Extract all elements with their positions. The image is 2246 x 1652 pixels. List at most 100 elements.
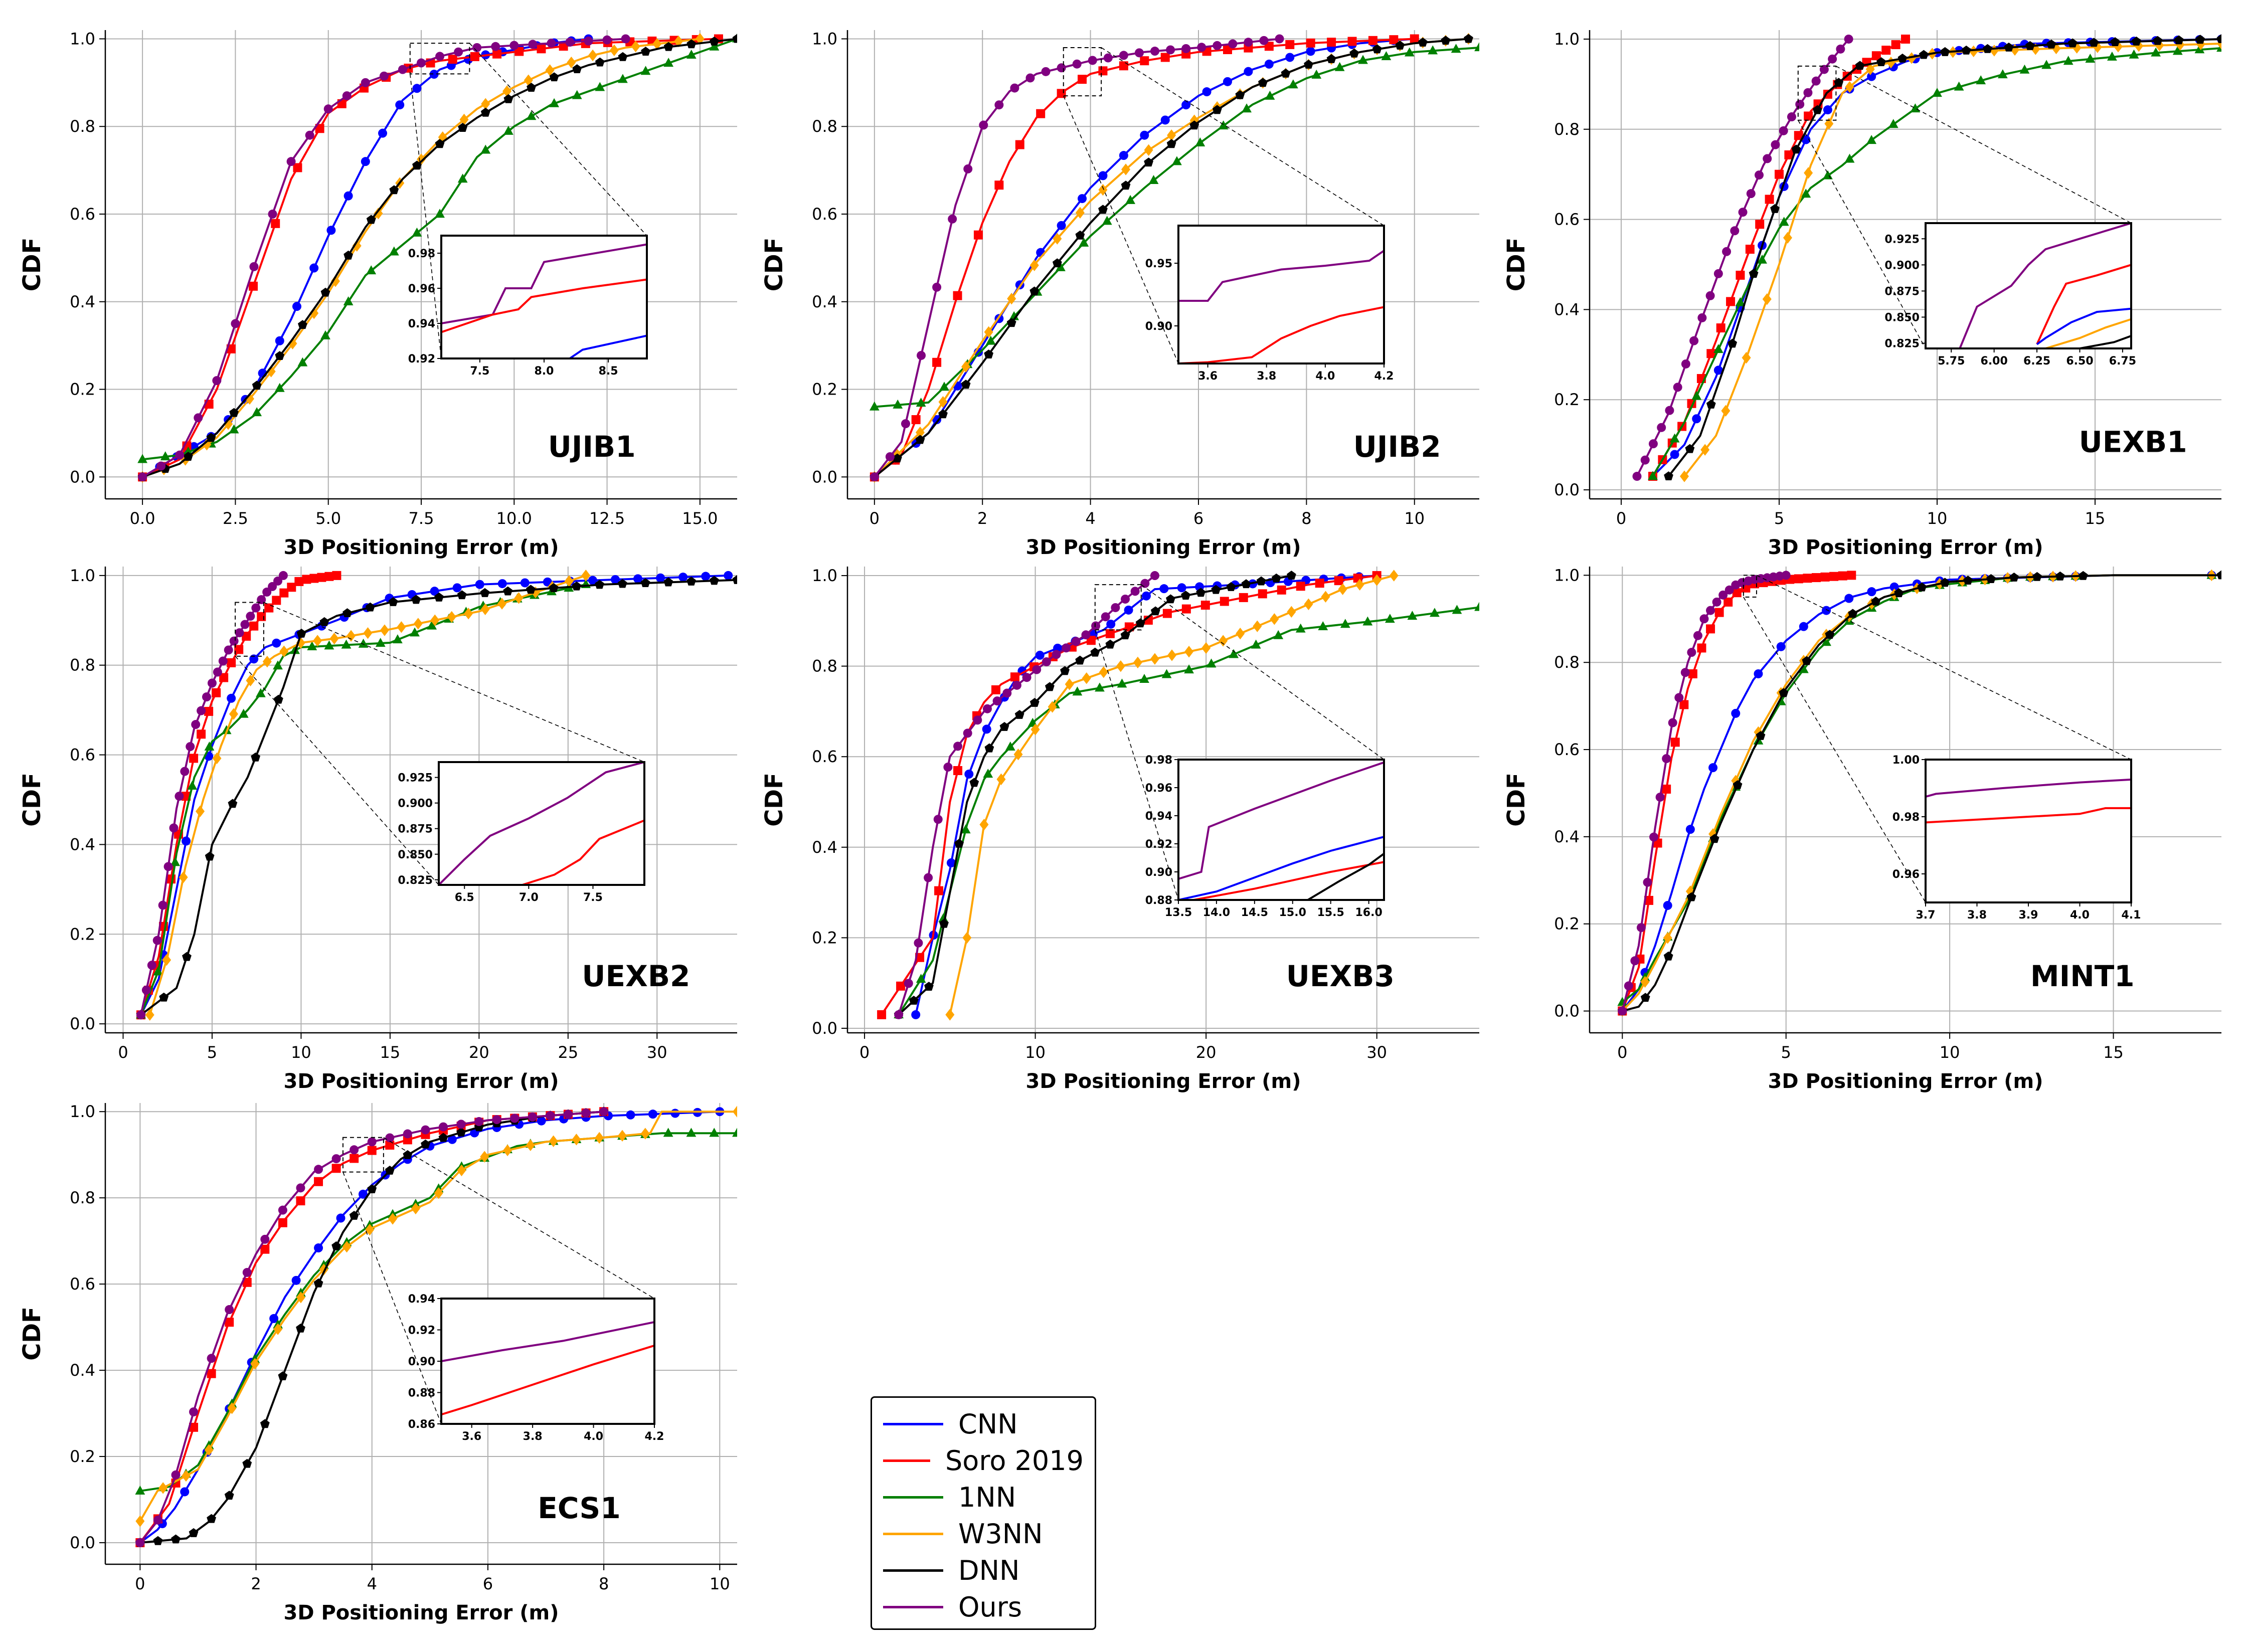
legend-label: DNN	[958, 1555, 1020, 1586]
marker-ours	[1042, 657, 1051, 666]
y-tick-label: 0.4	[70, 292, 95, 311]
marker-ours	[350, 1145, 359, 1155]
marker-soro-2019	[1838, 571, 1847, 581]
marker-w3nn	[503, 1144, 512, 1157]
marker-ours	[147, 961, 156, 970]
marker-1nn	[732, 1128, 737, 1137]
marker-1nn	[2085, 54, 2096, 63]
marker-w3nn	[457, 1164, 466, 1177]
marker-dnn	[434, 592, 444, 602]
y-tick-label: 0.8	[70, 656, 95, 675]
marker-w3nn	[363, 627, 373, 639]
marker-w3nn	[1099, 666, 1108, 678]
marker-dnn	[1395, 41, 1405, 50]
marker-cnn	[1264, 59, 1274, 69]
y-axis-label: CDF	[18, 238, 46, 292]
marker-soro-2019	[1901, 34, 1910, 44]
y-axis-label: CDF	[760, 238, 788, 292]
legend-swatch-cnn	[883, 1423, 943, 1425]
marker-soro-2019	[309, 574, 319, 583]
marker-dnn	[320, 287, 330, 297]
marker-dnn	[1006, 318, 1016, 327]
marker-soro-2019	[1223, 45, 1232, 54]
inset-x-tick-label: 16.0	[1355, 906, 1382, 919]
inset-background	[439, 762, 644, 885]
marker-ours	[1687, 648, 1696, 657]
y-tick-label: 0.4	[1554, 827, 1580, 846]
marker-cnn	[180, 1487, 190, 1497]
marker-1nn	[526, 111, 537, 120]
marker-ours	[1755, 170, 1764, 180]
marker-ours	[1150, 571, 1159, 581]
marker-soro-2019	[1820, 572, 1830, 582]
marker-1nn	[1954, 81, 1964, 91]
x-tick-label: 10	[1404, 509, 1425, 528]
inset-x-tick-label: 7.0	[519, 891, 539, 904]
marker-dnn	[572, 64, 582, 73]
inset-series-group	[1926, 778, 2131, 824]
marker-ours	[1712, 597, 1721, 607]
marker-dnn	[2110, 37, 2120, 47]
marker-w3nn	[549, 1135, 558, 1147]
inset-x-tick-label: 8.0	[535, 365, 554, 378]
marker-w3nn	[1048, 701, 1057, 713]
marker-ours	[1819, 65, 1829, 74]
inset-x-tick-label: 3.8	[523, 1430, 543, 1443]
zoom-box	[342, 1137, 384, 1173]
marker-1nn	[663, 58, 674, 67]
inset-background	[1926, 223, 2131, 348]
marker-1nn	[2041, 60, 2051, 69]
inset-line-soro-2019	[1193, 861, 1384, 900]
marker-soro-2019	[934, 886, 944, 895]
marker-soro-2019	[1745, 245, 1755, 254]
inset-x-tick-label: 3.9	[2019, 909, 2038, 922]
marker-ours	[1002, 688, 1012, 698]
marker-1nn	[393, 634, 403, 644]
inset-frame	[438, 761, 645, 886]
marker-w3nn	[1372, 574, 1381, 586]
inset-y-tick-label: 0.98	[1145, 754, 1172, 767]
marker-dnn	[1196, 588, 1206, 597]
marker-ours	[1699, 614, 1709, 624]
inset-x-tick-label: 4.0	[1315, 370, 1335, 383]
marker-dnn	[984, 349, 994, 358]
inset-series-group	[441, 243, 647, 358]
x-tick-label: 4	[367, 1574, 377, 1593]
marker-soro-2019	[1140, 56, 1149, 66]
marker-dnn	[1189, 120, 1199, 130]
y-tick-label: 1.0	[70, 1102, 95, 1121]
chart-ujib2: 0 2 4 6 8 10 0.0 0.2 0.4 0.6 0.8 1.0 3D Positioning …	[760, 29, 1479, 559]
marker-w3nn	[1969, 45, 1978, 58]
marker-dnn	[915, 435, 925, 444]
marker-soro-2019	[260, 1244, 270, 1254]
marker-dnn	[527, 83, 536, 92]
marker-soro-2019	[973, 230, 983, 240]
inset-y-tick-label: 1.00	[1892, 754, 1920, 767]
marker-w3nn	[309, 307, 319, 319]
marker-1nn	[1218, 120, 1229, 130]
marker-dnn	[435, 139, 445, 148]
marker-soro-2019	[1057, 89, 1066, 98]
inset-ujib2: 3.6 3.8 4.0 4.2 0.90 0.95	[1145, 225, 1394, 383]
marker-soro-2019	[242, 631, 251, 641]
marker-ours	[1665, 406, 1674, 415]
marker-dnn	[1961, 45, 1971, 55]
marker-cnn	[1708, 763, 1718, 773]
marker-1nn	[939, 382, 949, 391]
legend-label: Ours	[958, 1591, 1022, 1623]
marker-dnn	[1258, 78, 1268, 87]
inset-line-soro-2019	[2036, 264, 2131, 345]
marker-soro-2019	[1775, 169, 1784, 179]
zoom-box	[1797, 65, 1837, 121]
marker-w3nn	[347, 630, 356, 642]
marker-ours	[212, 376, 222, 386]
marker-dnn	[252, 381, 262, 390]
marker-soro-2019	[1200, 601, 1210, 610]
marker-soro-2019	[317, 573, 326, 582]
marker-ours	[1624, 981, 1633, 991]
marker-ours	[278, 1205, 287, 1215]
marker-w3nn	[1065, 678, 1074, 690]
inset-y-tick-label: 0.925	[398, 772, 433, 785]
marker-dnn	[319, 617, 329, 626]
